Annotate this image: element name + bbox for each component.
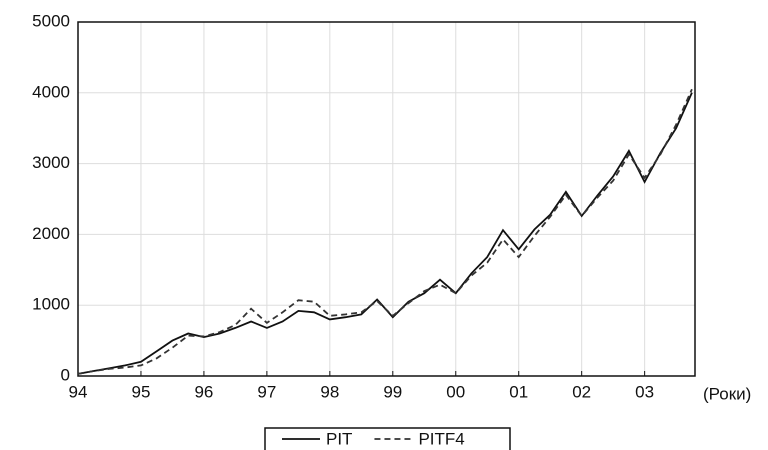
y-tick-label: 4000: [32, 82, 70, 101]
x-tick-label: 02: [572, 382, 591, 401]
y-tick-label: 0: [61, 365, 70, 384]
plot-frame: [77, 21, 696, 377]
x-tick-label: 01: [509, 382, 528, 401]
legend-label: PIT: [326, 429, 352, 448]
x-tick-label: 94: [69, 382, 88, 401]
x-axis-label: (Роки): [703, 384, 751, 403]
plot-area: [78, 22, 695, 376]
y-tick-label: 5000: [32, 11, 70, 30]
x-tick-label: 95: [131, 382, 150, 401]
x-tick-label: 96: [194, 382, 213, 401]
y-tick-label: 2000: [32, 224, 70, 243]
y-tick-label: 3000: [32, 153, 70, 172]
x-tick-label: 98: [320, 382, 339, 401]
y-tick-label: 1000: [32, 295, 70, 314]
legend-box: [264, 427, 511, 450]
x-tick-label: 00: [446, 382, 465, 401]
legend-label: PITF4: [418, 429, 464, 448]
series-line: [77, 88, 693, 375]
x-tick-label: 03: [635, 382, 654, 401]
x-tick-label: 99: [383, 382, 402, 401]
x-tick-label: 97: [257, 382, 276, 401]
